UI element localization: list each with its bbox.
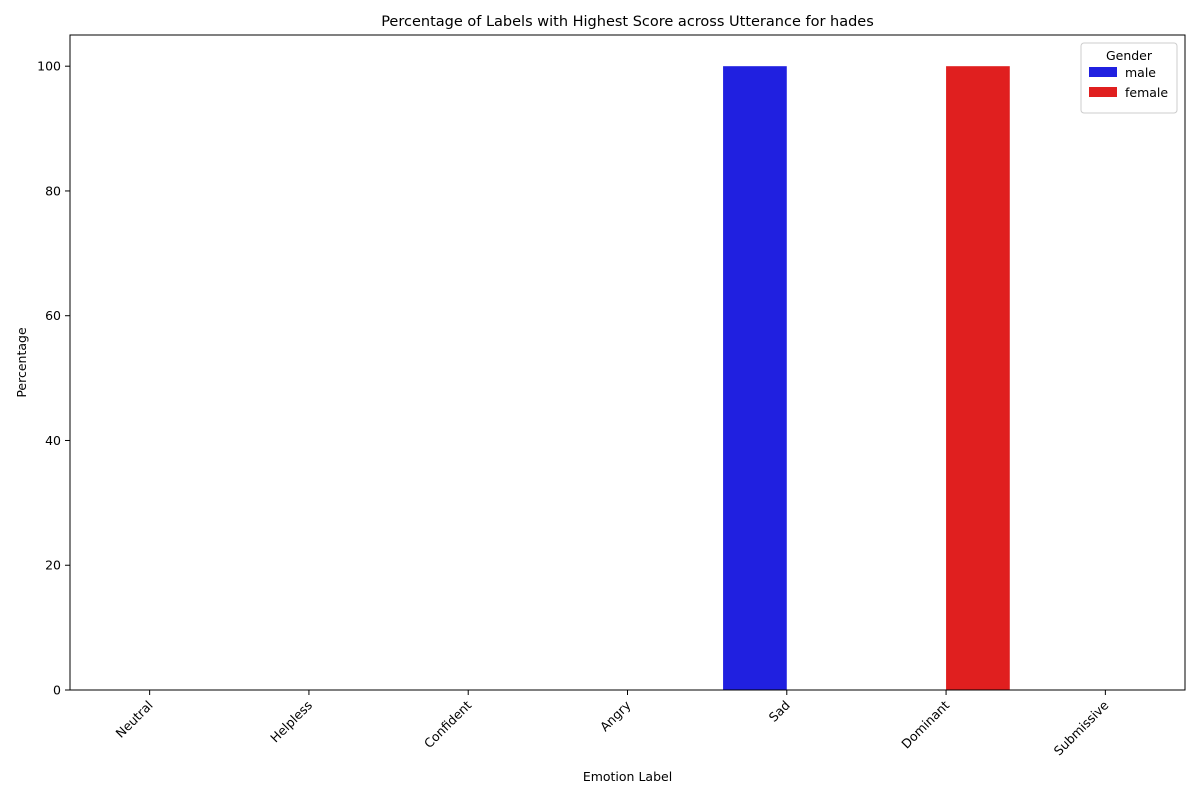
- chart-title: Percentage of Labels with Highest Score …: [381, 14, 874, 30]
- legend: Gender male female: [1080, 42, 1178, 114]
- y-tick-label: 60: [45, 308, 61, 323]
- y-tick-label: 80: [45, 183, 61, 198]
- bar-female-dominant: [946, 66, 1010, 690]
- legend-swatch-female: [1089, 87, 1117, 97]
- x-tick-label: Angry: [597, 697, 634, 734]
- x-tick-label: Helpless: [267, 698, 315, 746]
- y-tick-label: 100: [37, 59, 61, 74]
- bar-male-sad: [723, 66, 787, 690]
- x-tick-label: Neutral: [113, 698, 156, 741]
- x-axis-label: Emotion Label: [583, 769, 672, 784]
- legend-label-male: male: [1125, 65, 1156, 80]
- y-axis-label: Percentage: [14, 327, 29, 398]
- x-tick-label: Submissive: [1051, 697, 1112, 758]
- y-tick-label: 20: [45, 558, 61, 573]
- y-tick-label: 40: [45, 433, 61, 448]
- x-tick-label: Confident: [421, 697, 475, 751]
- legend-label-female: female: [1125, 85, 1168, 100]
- legend-entries: male female: [1089, 65, 1168, 100]
- y-ticks: 0 20 40 60 80 100: [37, 59, 70, 698]
- legend-swatch-male: [1089, 67, 1117, 77]
- legend-title: Gender: [1106, 48, 1153, 63]
- x-ticks: Neutral Helpless Confident Angry Sad Dominant…: [113, 690, 1112, 758]
- bars-layer: [723, 66, 1010, 690]
- plot-frame: [69, 34, 1186, 691]
- x-tick-label: Dominant: [898, 697, 952, 751]
- y-tick-label: 0: [53, 683, 61, 698]
- x-tick-label: Sad: [766, 698, 793, 725]
